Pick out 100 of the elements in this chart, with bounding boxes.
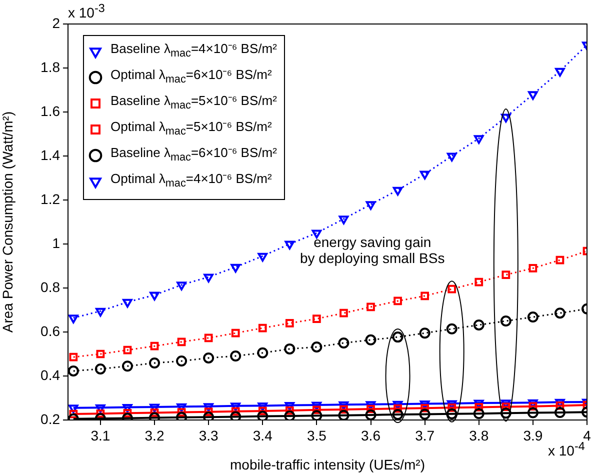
- y-tick-label: 1: [52, 234, 60, 251]
- legend-label: Optimal λ$_{mac}$=6×10⁻⁶ BS/m²: [110, 67, 272, 88]
- point: [204, 334, 213, 342]
- point: [528, 264, 538, 272]
- point: [366, 401, 376, 410]
- point: [150, 292, 160, 301]
- point: [230, 411, 242, 420]
- point: [230, 264, 240, 273]
- point: [365, 409, 376, 420]
- point: [392, 186, 403, 196]
- point: [176, 403, 186, 412]
- y-tick-label: 1.2: [40, 190, 60, 207]
- y-axis-title: Area Power Consumption (Watt/m²): [0, 111, 16, 333]
- x-tick-label: 3.3: [198, 427, 219, 444]
- point: [204, 408, 213, 416]
- text: x 10$^{-4}$: [548, 440, 585, 459]
- point: [96, 350, 105, 358]
- point: [69, 410, 78, 418]
- point: [94, 363, 106, 374]
- point: [257, 410, 268, 420]
- point: [501, 114, 511, 123]
- point: [394, 296, 402, 306]
- x-tick-label: 3.9: [523, 427, 543, 444]
- point: [231, 328, 240, 338]
- point: [502, 402, 510, 411]
- point: [258, 406, 267, 416]
- point: [150, 342, 159, 350]
- point: [556, 402, 564, 410]
- point: [258, 252, 268, 262]
- point: [474, 400, 484, 409]
- point: [285, 319, 294, 328]
- y-tick-label: 1.4: [40, 146, 60, 163]
- point: [68, 404, 78, 414]
- y-tick-label: 0.6: [40, 322, 60, 339]
- point: [230, 350, 242, 362]
- point: [420, 170, 430, 180]
- legend-label: Optimal λ$_{mac}$=4×10⁻⁶ BS/m²: [110, 171, 272, 192]
- point: [500, 316, 512, 326]
- point: [338, 216, 349, 224]
- point: [502, 270, 510, 279]
- x-tick-label: 3.8: [469, 427, 489, 444]
- point: [231, 407, 240, 416]
- y-tick-label: 1.8: [40, 58, 60, 75]
- point: [338, 410, 350, 420]
- x-tick-label: 3.5: [306, 427, 327, 444]
- point: [96, 308, 106, 317]
- point: [419, 408, 430, 420]
- point: [527, 312, 538, 323]
- point: [312, 314, 321, 323]
- point: [474, 403, 484, 412]
- point: [501, 400, 511, 408]
- point: [556, 256, 564, 264]
- point: [448, 284, 456, 294]
- point: [473, 408, 484, 420]
- point: [554, 308, 566, 319]
- x-tick-label: 3.2: [144, 427, 164, 444]
- point: [123, 346, 132, 354]
- x-axis-title: mobile-traffic intensity (UEs/m²): [230, 456, 426, 472]
- point: [528, 402, 538, 411]
- point: [96, 404, 106, 414]
- point: [122, 360, 133, 372]
- point: [473, 319, 484, 330]
- point: [554, 407, 566, 418]
- y-tick-label: 0.2: [40, 410, 60, 427]
- point: [204, 403, 214, 412]
- point: [420, 404, 429, 412]
- point: [284, 240, 295, 250]
- point: [366, 302, 375, 312]
- x-tick-label: 3.6: [361, 427, 381, 444]
- point: [474, 278, 484, 286]
- point: [122, 404, 132, 413]
- point: [68, 365, 79, 376]
- point: [446, 152, 457, 162]
- x-tick-label: 4: [583, 427, 592, 444]
- point: [392, 332, 404, 343]
- point: [311, 341, 322, 352]
- point: [340, 405, 348, 414]
- point: [420, 292, 429, 300]
- legend-label: Baseline λ$_{mac}$=4×10⁻⁶ BS/m²: [110, 41, 277, 62]
- y-tick-label: 0.4: [40, 366, 60, 383]
- legend-label: Baseline λ$_{mac}$=5×10⁻⁶ BS/m²: [110, 93, 277, 114]
- point: [338, 338, 350, 348]
- text: x 10$^{-3}$: [68, 2, 105, 21]
- point: [258, 402, 268, 412]
- legend-label: Optimal λ$_{mac}$=5×10⁻⁶ BS/m²: [110, 119, 272, 140]
- point: [312, 406, 321, 414]
- point: [555, 398, 565, 408]
- point: [96, 409, 105, 418]
- point: [203, 352, 214, 364]
- x-tick-label: 3.1: [90, 427, 110, 444]
- point: [394, 404, 402, 413]
- point: [500, 408, 512, 419]
- point: [284, 410, 296, 420]
- point: [257, 347, 268, 358]
- point: [419, 328, 430, 339]
- point: [177, 408, 186, 416]
- point: [284, 402, 295, 411]
- point: [230, 402, 240, 412]
- point: [366, 201, 376, 210]
- point: [446, 323, 458, 334]
